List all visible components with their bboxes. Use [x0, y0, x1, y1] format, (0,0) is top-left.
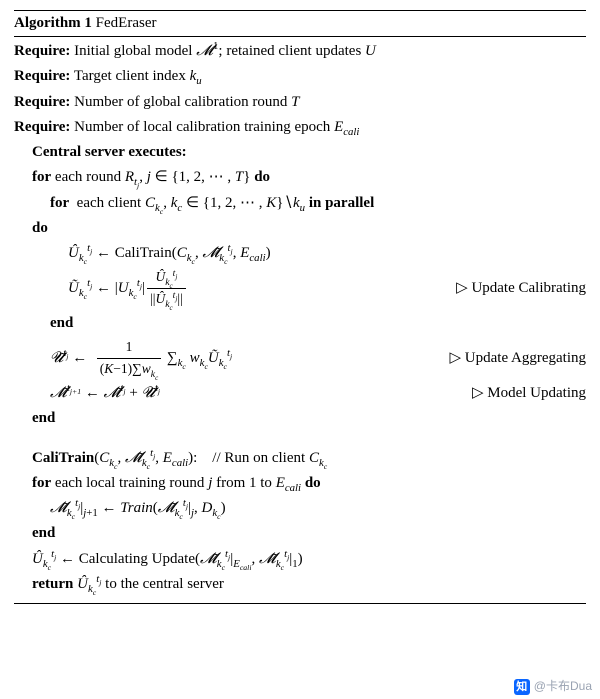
require-line: Require: Number of global calibration ro…: [14, 90, 586, 115]
step-model-update: 𝓜̃tj+1 ← 𝓜̃tj + 𝓤̃tj ▷ Model Updating: [14, 381, 586, 406]
do: do: [14, 216, 586, 241]
step-aggregate: 𝓤̃tj ← 1(K−1)∑wkc ∑kc wkcŨkctj ▷ Update …: [14, 336, 586, 381]
algorithm-box: Algorithm 1 FedEraser Require: Initial g…: [0, 0, 600, 614]
calitrain-signature: CaliTrain(Ckc, 𝓜̃kctj, Ecali): // Run on…: [14, 446, 586, 471]
step-train: 𝓜̃kctj|j+1 ← Train(𝓜̃kctj|j, Dkc): [14, 496, 586, 521]
bottom-rule: [14, 603, 586, 604]
step-calitrain: Ûkctj ← CaliTrain(Ckc, 𝓜̃kctj, Ecali): [14, 241, 586, 266]
end: end: [14, 311, 586, 336]
top-rule: [14, 10, 586, 11]
cmt-aggregate: Update Aggregating: [465, 350, 586, 366]
for-client: for each client Ckc, kc ∈ {1, 2, ⋯ , K}∖…: [14, 191, 586, 216]
step-update-calibrating: Ũkctj ← |Ukctj|Ûkctj||Ûkctj|| ▷ Update C…: [14, 266, 586, 311]
title-prefix: Algorithm 1: [14, 15, 92, 31]
cmt-update-calibrating: Update Calibrating: [471, 280, 586, 296]
require-line: Require: Target client index ku: [14, 64, 586, 89]
title-name: FedEraser: [96, 15, 157, 31]
for-local: for each local training round j from 1 t…: [14, 471, 586, 496]
title-rule: [14, 36, 586, 37]
for-round: for each round Rtj, j ∈ {1, 2, ⋯ , T} do: [14, 165, 586, 190]
watermark: 知 @卡布Dua: [514, 677, 592, 695]
return-line: return Ûkctj to the central server: [14, 572, 586, 597]
require-line: Require: Number of local calibration tra…: [14, 115, 586, 140]
zhihu-icon: 知: [514, 679, 530, 695]
cmt-model-update: Model Updating: [487, 385, 586, 401]
require-line: Require: Initial global model 𝓜1; retain…: [14, 39, 586, 64]
section-central: Central server executes:: [14, 140, 586, 165]
end: end: [14, 521, 586, 546]
end: end: [14, 406, 586, 431]
step-calc-update: Ûkctj ← Calculating Update(𝓜̃kctj|Ecali,…: [14, 547, 586, 572]
watermark-text: @卡布Dua: [534, 679, 592, 693]
algorithm-title: Algorithm 1 FedEraser: [14, 13, 586, 34]
